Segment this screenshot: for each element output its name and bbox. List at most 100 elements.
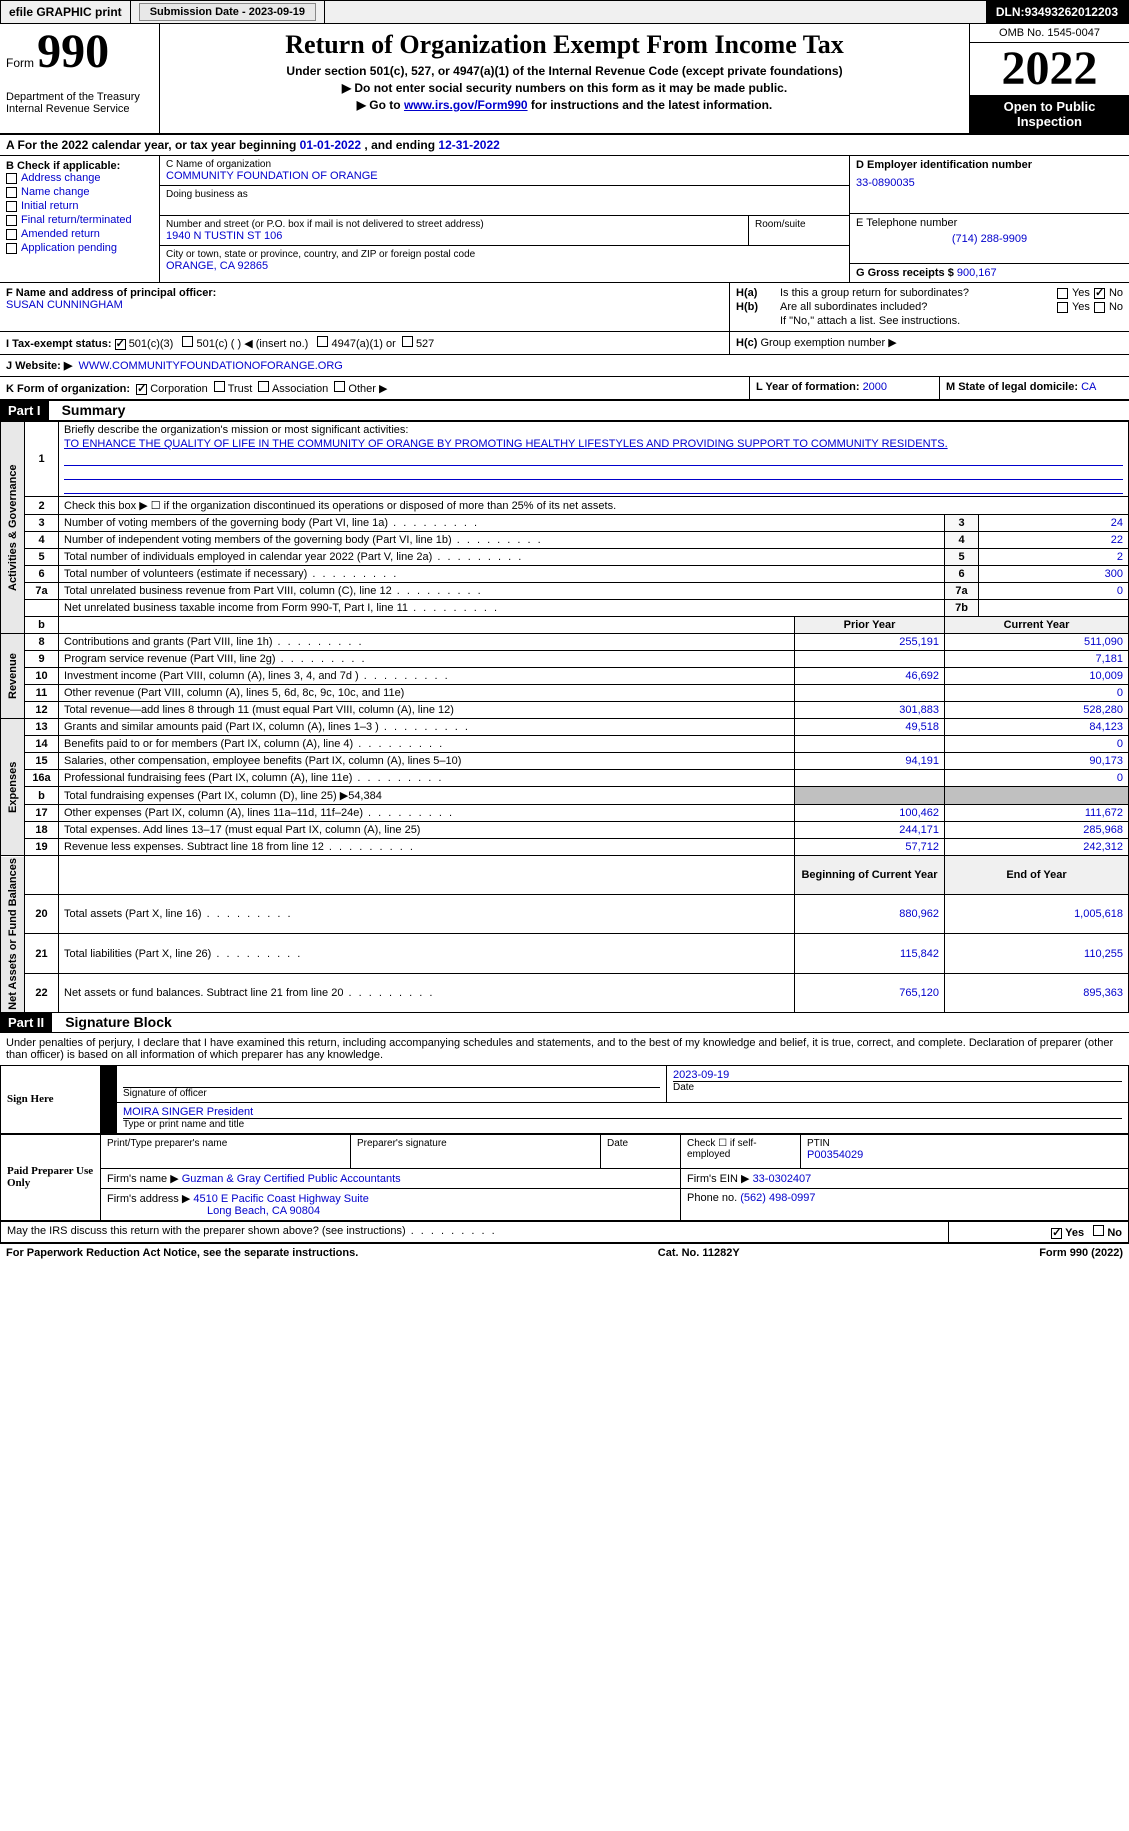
chk-amended-return[interactable]: Amended return [6,228,153,240]
header-center: Return of Organization Exempt From Incom… [160,24,969,133]
chk-initial-return[interactable]: Initial return [6,200,153,212]
year-formation: L Year of formation: 2000 [749,377,939,399]
topbar: efile GRAPHIC print Submission Date - 20… [0,0,1129,24]
chk-501c3[interactable] [115,339,126,350]
officer-signature[interactable]: Signature of officer [117,1065,667,1102]
q1-label: Briefly describe the organization's miss… [64,424,408,436]
arrow-icon [101,1065,117,1102]
addr-cell: Number and street (or P.O. box if mail i… [160,216,749,246]
section-revenue: Revenue [1,634,25,719]
row-3: Number of voting members of the governin… [59,515,945,532]
tax-exempt-status: I Tax-exempt status: 501(c)(3) 501(c) ( … [0,332,729,354]
q2-checkbox-line: Check this box ▶ ☐ if the organization d… [59,497,1129,515]
row-j-website: J Website: ▶ WWW.COMMUNITYFOUNDATIONOFOR… [0,355,1129,377]
chk-final-return[interactable]: Final return/terminated [6,214,153,226]
hb-note: If "No," attach a list. See instructions… [736,315,1123,327]
chk-corporation[interactable] [136,384,147,395]
org-name-cell: C Name of organization COMMUNITY FOUNDAT… [160,156,849,186]
row-17: Other expenses (Part IX, column (A), lin… [59,805,795,822]
firm-phone: (562) 498-0997 [740,1192,815,1204]
row-16b: Total fundraising expenses (Part IX, col… [59,787,795,805]
dept-treasury: Department of the Treasury [6,91,153,103]
ha-no-check[interactable] [1094,288,1105,299]
ein-value: 33-0890035 [856,177,1123,189]
row-5: Total number of individuals employed in … [59,549,945,566]
row-9: Program service revenue (Part VIII, line… [59,651,795,668]
prep-name-lbl: Print/Type preparer's name [107,1138,344,1149]
row-12: Total revenue—add lines 8 through 11 (mu… [59,702,795,719]
efile-label: efile GRAPHIC print [1,1,131,23]
form-header: Form 990 Department of the Treasury Inte… [0,24,1129,135]
prep-date-lbl: Date [607,1138,674,1149]
gross-cell: G Gross receipts $ 900,167 [850,264,1129,282]
row-klm: K Form of organization: Corporation Trus… [0,377,1129,401]
section-expenses: Expenses [1,719,25,856]
website-url: WWW.COMMUNITYFOUNDATIONOFORANGE.ORG [78,360,342,372]
row-7a: Total unrelated business revenue from Pa… [59,583,945,600]
section-activities: Activities & Governance [1,422,25,634]
org-name: COMMUNITY FOUNDATION OF ORANGE [166,170,843,182]
line-a-taxyear: A For the 2022 calendar year, or tax yea… [0,135,1129,156]
form-word: Form [6,56,34,70]
org-address: 1940 N TUSTIN ST 106 [166,230,742,242]
row-22: Net assets or fund balances. Subtract li… [59,973,795,1012]
state-domicile: M State of legal domicile: CA [939,377,1129,399]
row-11: Other revenue (Part VIII, column (A), li… [59,685,795,702]
phone-cell: E Telephone number (714) 288-9909 [850,214,1129,264]
row-f-h: F Name and address of principal officer:… [0,283,1129,332]
firm-name: Guzman & Gray Certified Public Accountan… [182,1173,401,1185]
footer-left: For Paperwork Reduction Act Notice, see … [6,1247,358,1259]
footer-cat: Cat. No. 11282Y [658,1247,740,1259]
footer-right: Form 990 (2022) [1039,1247,1123,1259]
row-14: Benefits paid to or for members (Part IX… [59,736,795,753]
col-b-header: B Check if applicable: [6,160,153,172]
paid-preparer-label: Paid Preparer Use Only [1,1134,101,1220]
col-b-checkboxes: B Check if applicable: Address change Na… [0,156,160,282]
row-16a: Professional fundraising fees (Part IX, … [59,770,795,787]
chk-name-change[interactable]: Name change [6,186,153,198]
irs-link[interactable]: www.irs.gov/Form990 [404,98,528,112]
row-8: Contributions and grants (Part VIII, lin… [59,634,795,651]
perjury-declaration: Under penalties of perjury, I declare th… [0,1033,1129,1065]
discuss-question: May the IRS discuss this return with the… [1,1221,949,1242]
open-to-public: Open to PublicInspection [970,95,1129,133]
phone-value: (714) 288-9909 [856,233,1123,245]
form-of-org: K Form of organization: Corporation Trus… [0,377,749,399]
col-end: End of Year [945,856,1129,895]
discuss-row: May the IRS discuss this return with the… [0,1221,1129,1243]
form-title: Return of Organization Exempt From Incom… [170,30,959,60]
tax-year: 2022 [970,43,1129,95]
row-18: Total expenses. Add lines 13–17 (must eq… [59,822,795,839]
group-return: H(a)Is this a group return for subordina… [729,283,1129,331]
firm-ein: 33-0302407 [753,1173,812,1185]
form-number: 990 [37,25,109,78]
ein-cell: D Employer identification number 33-0890… [850,156,1129,214]
section-net-assets: Net Assets or Fund Balances [1,856,25,1013]
city-cell: City or town, state or province, country… [160,246,849,275]
dln: DLN: 93493262012203 [986,1,1128,23]
prep-sig-lbl: Preparer's signature [357,1138,594,1149]
form-id-cell: Form 990 Department of the Treasury Inte… [0,24,160,133]
row-4: Number of independent voting members of … [59,532,945,549]
part-1-header: Part I Summary [0,401,1129,421]
principal-officer: F Name and address of principal officer:… [0,283,729,331]
summary-table: Activities & Governance 1 Briefly descri… [0,421,1129,1013]
sign-date: 2023-09-19 Date [667,1065,1129,1102]
page-footer: For Paperwork Reduction Act Notice, see … [0,1243,1129,1262]
chk-application-pending[interactable]: Application pending [6,242,153,254]
row-i: I Tax-exempt status: 501(c)(3) 501(c) ( … [0,332,1129,355]
org-city: ORANGE, CA 92865 [166,260,843,272]
self-employed-chk[interactable]: Check ☐ if self-employed [687,1138,794,1160]
col-current: Current Year [945,617,1129,634]
submission-date-button[interactable]: Submission Date - 2023-09-19 [139,3,316,21]
instr-nossn: ▶ Do not enter social security numbers o… [170,81,959,95]
submission-date: Submission Date - 2023-09-19 [131,1,325,23]
row-20: Total assets (Part X, line 16) [59,895,795,934]
chk-address-change[interactable]: Address change [6,172,153,184]
header-info-grid: B Check if applicable: Address change Na… [0,156,1129,283]
header-right: OMB No. 1545-0047 2022 Open to PublicIns… [969,24,1129,133]
row-13: Grants and similar amounts paid (Part IX… [59,719,795,736]
discuss-yesno[interactable]: Yes No [949,1221,1129,1242]
irs-line: Internal Revenue Service [6,103,153,115]
mission-text: TO ENHANCE THE QUALITY OF LIFE IN THE CO… [64,436,1123,452]
